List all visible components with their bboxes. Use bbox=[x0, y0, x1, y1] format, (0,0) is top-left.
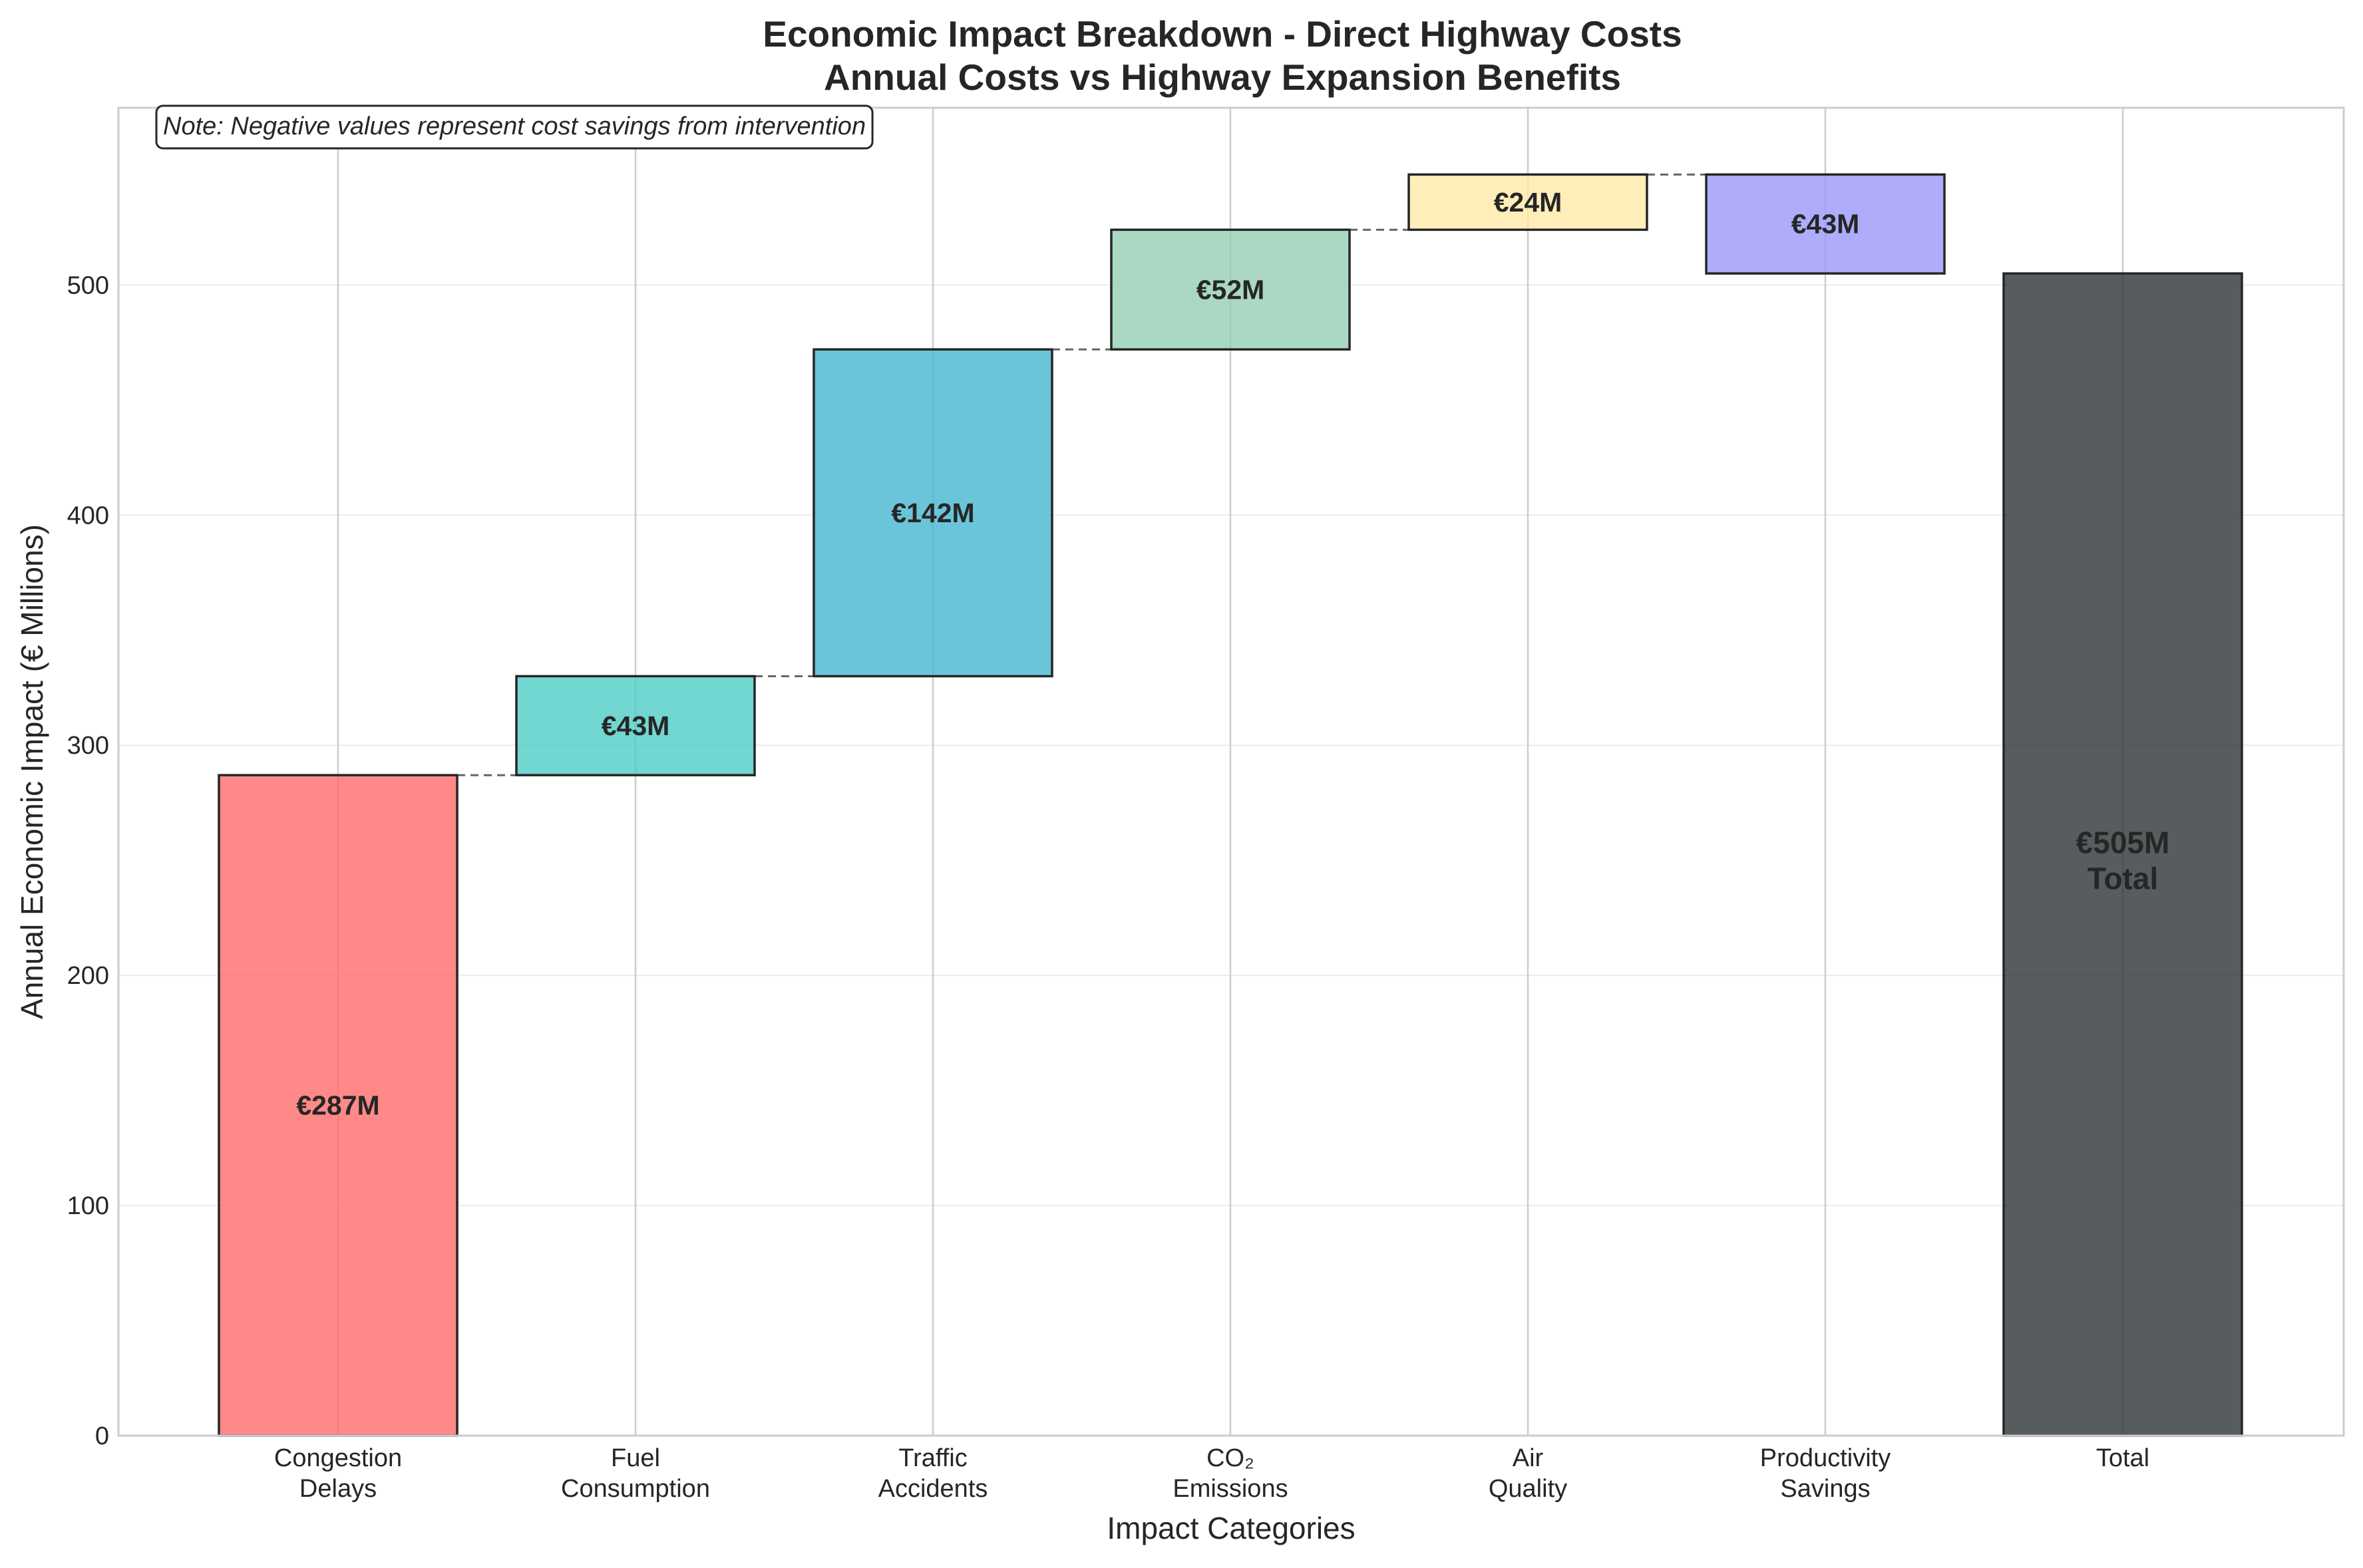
bar-value-label: €52M bbox=[1196, 274, 1265, 305]
x-tick-label: Fuel Consumption bbox=[561, 1444, 710, 1503]
y-tick-label: 400 bbox=[67, 502, 109, 530]
bar-value-label: €43M bbox=[1791, 209, 1860, 239]
bar bbox=[813, 348, 1053, 678]
bar-value-label: €287M bbox=[296, 1090, 379, 1121]
chart-subtitle: Annual Costs vs Highway Expansion Benefi… bbox=[824, 57, 1621, 98]
x-tick-label: Total bbox=[2096, 1444, 2149, 1472]
bar bbox=[515, 675, 756, 776]
connector-lines bbox=[457, 173, 1706, 776]
y-tick-label: 300 bbox=[67, 732, 109, 760]
bars bbox=[218, 173, 2243, 1437]
x-axis-title: Impact Categories bbox=[1107, 1511, 1355, 1545]
plot-frame bbox=[117, 106, 2345, 1437]
x-tick-label: Traffic Accidents bbox=[878, 1444, 988, 1503]
bar bbox=[2002, 272, 2243, 1437]
bar-value-label: €24M bbox=[1494, 187, 1562, 218]
x-tick-label: Air Quality bbox=[1489, 1444, 1567, 1503]
y-tick-label: 200 bbox=[67, 962, 109, 990]
note-box: Note: Negative values represent cost sav… bbox=[155, 104, 874, 150]
grid-lines bbox=[118, 108, 2344, 1436]
x-tick-label: Productivity Savings bbox=[1760, 1444, 1891, 1503]
y-tick-label: 0 bbox=[95, 1422, 109, 1450]
note-text: Note: Negative values represent cost sav… bbox=[163, 112, 866, 140]
bar bbox=[1407, 173, 1648, 232]
y-axis-title: Annual Economic Impact (€ Millions) bbox=[15, 524, 49, 1019]
bar bbox=[1705, 173, 1946, 275]
y-tick-label: 100 bbox=[67, 1192, 109, 1220]
note-frame bbox=[155, 104, 874, 150]
chart-title: Economic Impact Breakdown - Direct Highw… bbox=[763, 13, 1682, 55]
y-tick-labels: 0 100 200 300 400 500 bbox=[67, 271, 109, 1450]
bar-value-label: €142M bbox=[891, 498, 974, 528]
x-tick-label: Congestion Delays bbox=[274, 1444, 402, 1503]
total-value-label: €505M bbox=[2076, 826, 2170, 860]
x-tick-label: CO₂ Emissions bbox=[1173, 1444, 1288, 1503]
bar-value-label: €43M bbox=[602, 710, 670, 741]
x-tick-labels: Congestion Delays Fuel Consumption Traffic Ac… bbox=[274, 1444, 2149, 1503]
y-tick-label: 500 bbox=[67, 271, 109, 299]
total-caption-label: Total bbox=[2088, 862, 2158, 896]
bar bbox=[1110, 228, 1351, 351]
